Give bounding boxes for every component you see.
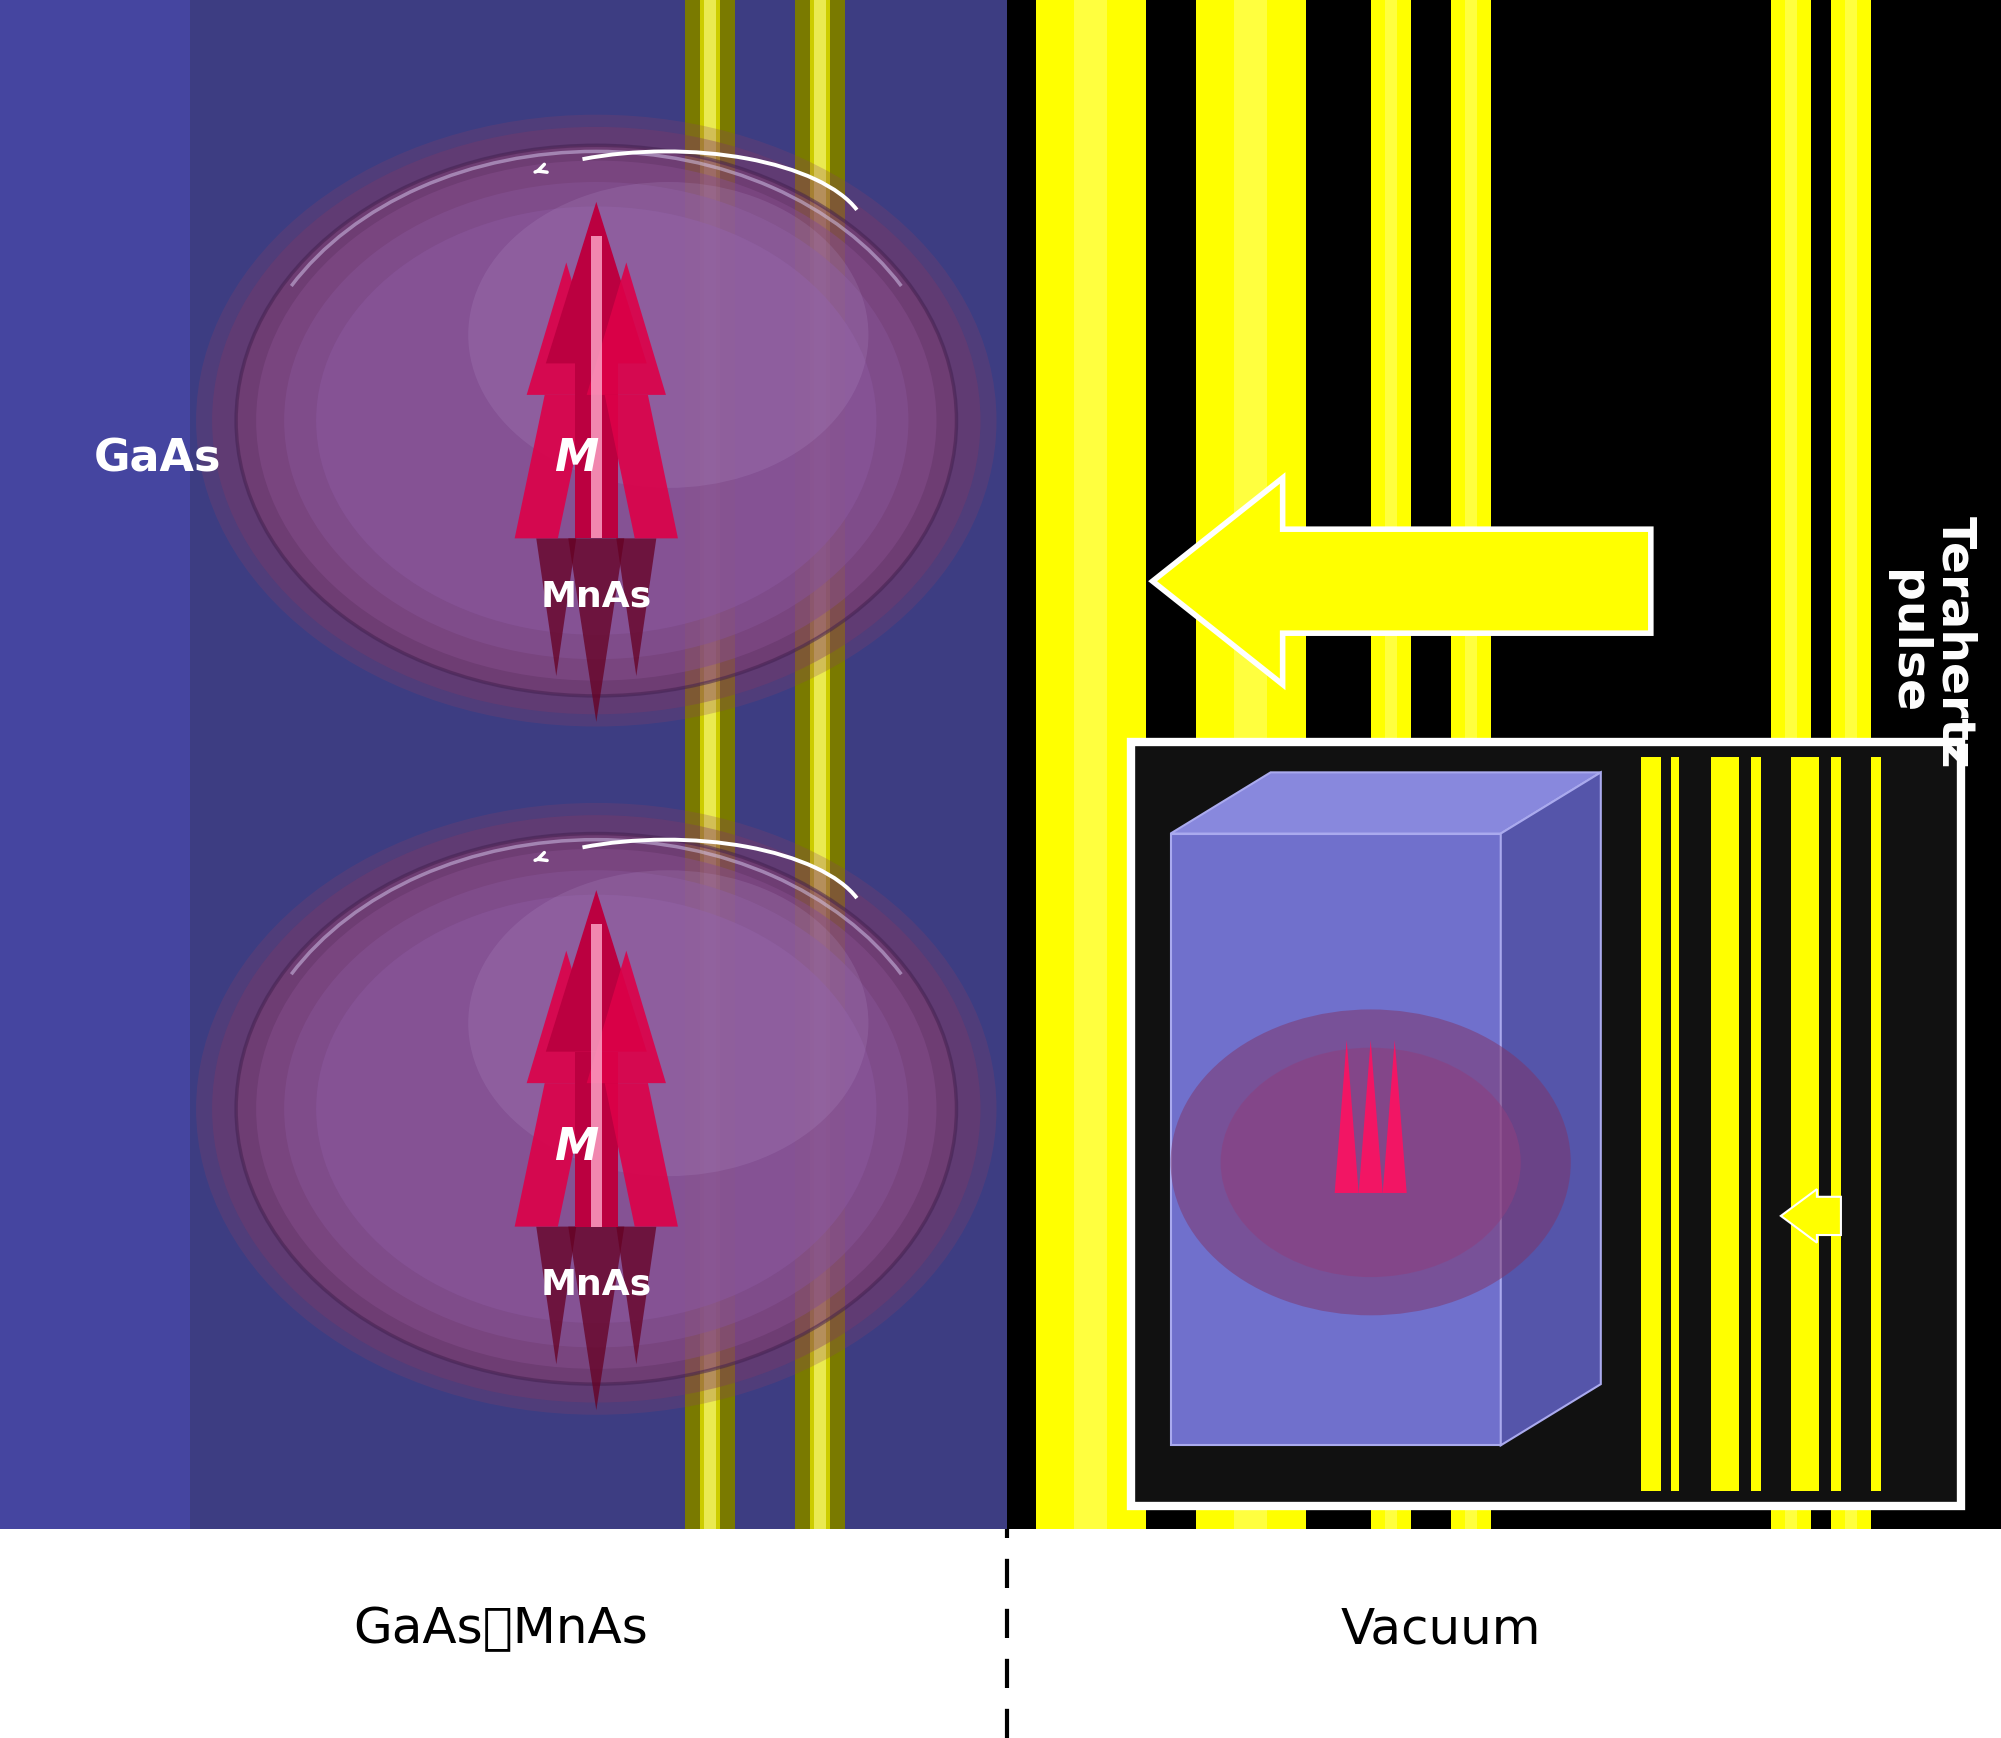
Bar xyxy=(0,0,190,1529)
Bar xyxy=(704,0,716,1529)
Bar xyxy=(1385,0,1397,1529)
Bar xyxy=(1235,0,1267,1529)
Polygon shape xyxy=(514,395,588,539)
Bar xyxy=(1791,758,1819,1491)
Circle shape xyxy=(468,182,868,488)
Circle shape xyxy=(236,146,956,695)
Polygon shape xyxy=(1501,772,1601,1446)
Polygon shape xyxy=(604,395,678,539)
Circle shape xyxy=(284,871,908,1347)
Polygon shape xyxy=(574,1051,618,1227)
Bar xyxy=(1711,758,1739,1491)
Polygon shape xyxy=(1383,1039,1407,1192)
Text: M: M xyxy=(554,438,598,480)
Bar xyxy=(814,0,826,1529)
Bar xyxy=(1671,758,1679,1491)
Bar xyxy=(1831,0,1871,1529)
Bar xyxy=(1785,0,1797,1529)
Bar xyxy=(796,0,846,1529)
Polygon shape xyxy=(546,890,646,1051)
Text: Vacuum: Vacuum xyxy=(1341,1606,1541,1653)
Polygon shape xyxy=(536,1227,576,1364)
Bar xyxy=(1871,758,1881,1491)
Polygon shape xyxy=(568,1227,624,1410)
Polygon shape xyxy=(546,202,646,363)
Bar xyxy=(1845,0,1857,1529)
Polygon shape xyxy=(526,262,606,395)
Circle shape xyxy=(284,182,908,659)
Text: M: M xyxy=(554,1126,598,1168)
Bar xyxy=(1751,758,1761,1491)
Circle shape xyxy=(212,127,980,714)
Circle shape xyxy=(212,815,980,1403)
Polygon shape xyxy=(586,262,666,395)
Bar xyxy=(1007,0,2001,1529)
Bar xyxy=(700,0,720,1529)
Circle shape xyxy=(468,871,868,1177)
Circle shape xyxy=(256,848,936,1370)
Bar xyxy=(1771,0,1811,1529)
Polygon shape xyxy=(590,236,602,539)
Circle shape xyxy=(196,803,996,1415)
Bar xyxy=(684,0,736,1529)
Polygon shape xyxy=(1781,1189,1841,1243)
Polygon shape xyxy=(1171,772,1601,834)
Polygon shape xyxy=(1171,834,1501,1446)
Circle shape xyxy=(1171,1010,1571,1316)
Polygon shape xyxy=(536,539,576,676)
Bar xyxy=(810,0,830,1529)
Text: Terahertz
pulse: Terahertz pulse xyxy=(1885,516,1977,768)
Polygon shape xyxy=(1153,478,1651,685)
Bar xyxy=(1641,758,1661,1491)
Text: GaAs: GaAs xyxy=(94,438,222,480)
Bar xyxy=(1075,0,1107,1529)
Circle shape xyxy=(316,895,876,1323)
Polygon shape xyxy=(514,1083,588,1227)
Bar xyxy=(1037,0,1147,1529)
Bar xyxy=(1371,0,1411,1529)
Polygon shape xyxy=(616,539,656,676)
Text: GaAs：MnAs: GaAs：MnAs xyxy=(352,1606,648,1653)
Polygon shape xyxy=(590,925,602,1227)
Circle shape xyxy=(236,834,956,1383)
Bar xyxy=(1197,0,1307,1529)
Bar xyxy=(1831,758,1841,1491)
Text: MnAs: MnAs xyxy=(540,1267,652,1302)
Circle shape xyxy=(316,207,876,634)
Polygon shape xyxy=(604,1083,678,1227)
Circle shape xyxy=(256,160,936,681)
Polygon shape xyxy=(1335,1039,1359,1192)
Polygon shape xyxy=(1359,1039,1383,1192)
Bar xyxy=(1131,742,1961,1507)
Polygon shape xyxy=(568,539,624,721)
Circle shape xyxy=(1221,1048,1521,1277)
Polygon shape xyxy=(574,363,618,539)
Text: MnAs: MnAs xyxy=(540,579,652,614)
Bar xyxy=(0,0,1007,1529)
Polygon shape xyxy=(526,951,606,1083)
Polygon shape xyxy=(586,951,666,1083)
Bar xyxy=(1451,0,1491,1529)
Bar xyxy=(1465,0,1477,1529)
Circle shape xyxy=(196,115,996,726)
Polygon shape xyxy=(616,1227,656,1364)
